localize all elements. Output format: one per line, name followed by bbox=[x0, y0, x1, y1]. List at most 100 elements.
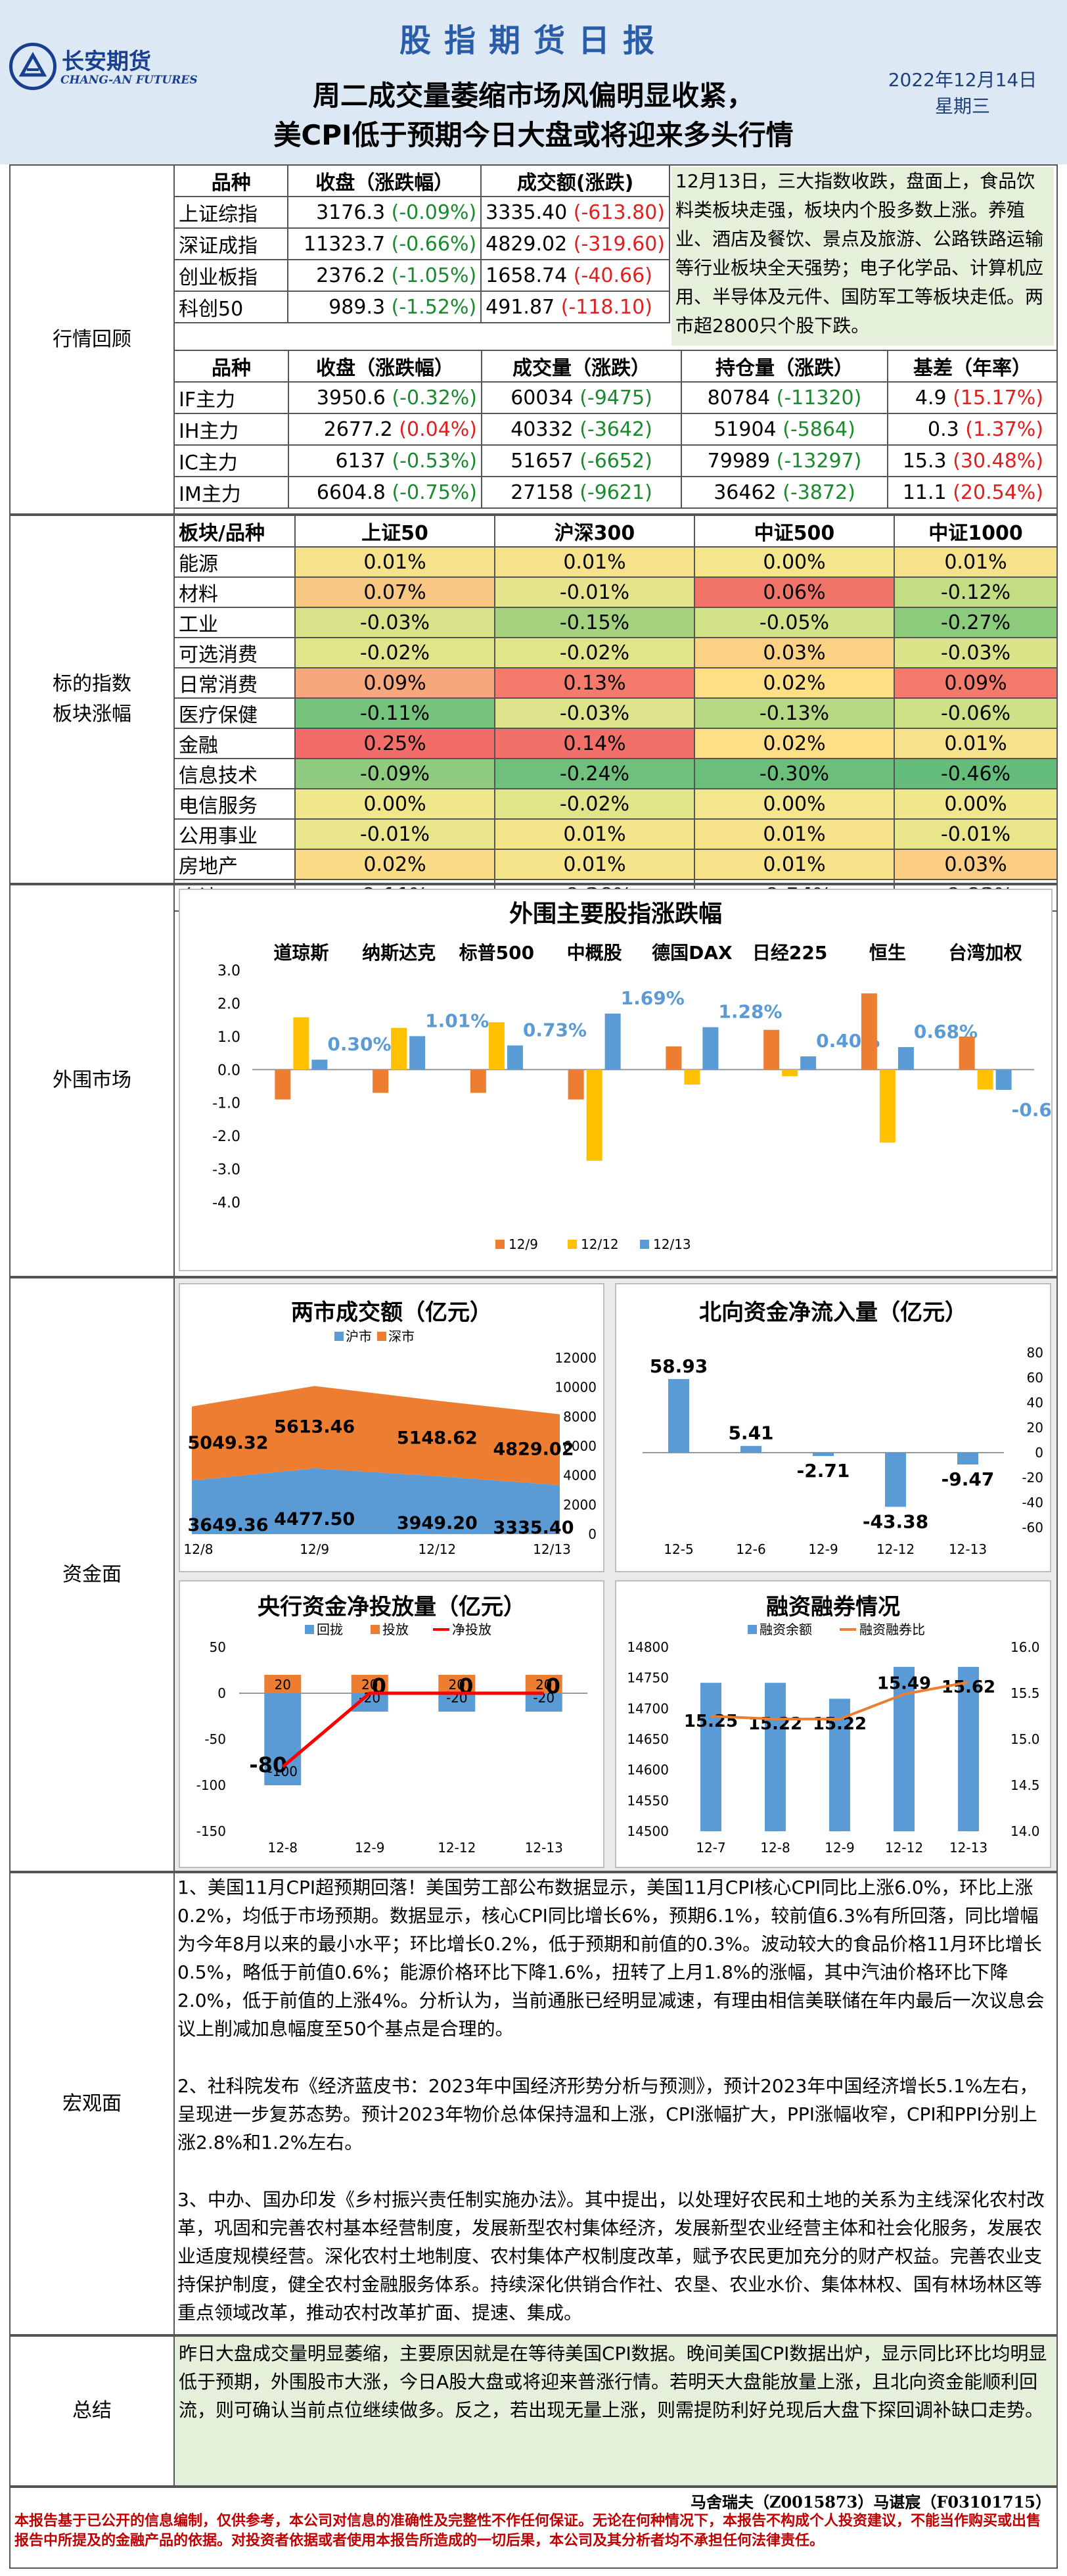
index-name: 深证成指 bbox=[179, 235, 258, 258]
y-tick-label: 14550 bbox=[627, 1792, 669, 1808]
sector-change: 0.00% bbox=[944, 792, 1007, 816]
table-cell: 0.09% bbox=[294, 667, 495, 699]
table-cell: 0.07% bbox=[294, 576, 495, 608]
summary-text: 昨日大盘成交量明显萎缩，主要原因就是在等待美国CPI数据。晚间美国CPI数据出炉… bbox=[175, 2337, 1056, 2485]
table-cell: 科创50 bbox=[173, 291, 289, 323]
col-header: 中证1000 bbox=[894, 515, 1058, 548]
bar bbox=[813, 1453, 834, 1457]
sector-label-line2: 板块涨幅 bbox=[53, 703, 131, 726]
sector-change: 0.09% bbox=[944, 671, 1007, 695]
bar bbox=[959, 1036, 975, 1070]
y-tick-label: 6000 bbox=[563, 1438, 597, 1454]
table-cell: -0.12% bbox=[894, 576, 1058, 608]
table-cell: 60034 (-9475) bbox=[481, 381, 682, 414]
x-tick-label: 12/9 bbox=[300, 1541, 329, 1557]
table-cell: 40332 (-3642) bbox=[481, 413, 682, 446]
index-change: (-1.52%) bbox=[391, 295, 477, 319]
analyst-names: 马舍瑞夫（Z0015873）马谌宸（F03101715） bbox=[690, 2493, 1051, 2512]
bar-inject bbox=[525, 1675, 562, 1693]
table-cell: IC主力 bbox=[173, 444, 289, 477]
table-cell: 0.00% bbox=[694, 546, 895, 578]
inject-label: 20 bbox=[361, 1677, 378, 1693]
futures-close: 6604.8 bbox=[316, 480, 386, 504]
legend-label: 12/13 bbox=[653, 1236, 691, 1252]
sector-change: 0.01% bbox=[944, 550, 1007, 574]
table-cell: 80784 (-11320) bbox=[681, 381, 888, 414]
x-tick-label: 12/13 bbox=[533, 1541, 571, 1557]
table-cell: 0.02% bbox=[294, 849, 495, 880]
table-cell: -0.01% bbox=[294, 818, 495, 850]
bar bbox=[586, 1069, 602, 1161]
macro-paragraph-3: 3、中办、国办印发《乡村振兴责任制实施办法》。其中提出，以处理好农民和土地的关系… bbox=[177, 2189, 1045, 2324]
y-tick-label: 12000 bbox=[555, 1350, 597, 1366]
index-change: (-1.05%) bbox=[391, 264, 477, 287]
col-header: 板块/品种 bbox=[173, 515, 296, 548]
x-tick-label: 12-6 bbox=[736, 1541, 765, 1557]
category-label: 台湾加权 bbox=[949, 942, 1022, 964]
table-cell: IF主力 bbox=[173, 381, 289, 414]
index-name: 科创50 bbox=[179, 298, 244, 321]
index-change: (-0.66%) bbox=[391, 232, 477, 256]
index-amount: 3335.40 bbox=[486, 200, 568, 224]
table-cell: 989.3 (-1.52%) bbox=[287, 291, 482, 323]
futures-basis: 4.9 bbox=[915, 386, 947, 410]
inject-label: 20 bbox=[275, 1677, 291, 1693]
sector-label-line1: 标的指数 bbox=[53, 672, 131, 695]
y-tick-label: 80 bbox=[1027, 1345, 1043, 1361]
sector-change: -0.01% bbox=[559, 580, 630, 604]
legend-swatch bbox=[748, 1625, 757, 1634]
sz-label: 5613.46 bbox=[274, 1417, 355, 1437]
table-cell: -0.15% bbox=[494, 607, 695, 638]
futures-change: (-0.32%) bbox=[392, 386, 477, 410]
futures-oi: 36462 bbox=[714, 480, 777, 504]
index-amount: 1658.74 bbox=[486, 264, 568, 287]
sz-label: 5148.62 bbox=[397, 1428, 478, 1448]
bar bbox=[409, 1036, 426, 1070]
sector-name: 可选消费 bbox=[179, 644, 258, 667]
y-tick-label: 14600 bbox=[627, 1762, 669, 1778]
category-label: 德国DAX bbox=[652, 942, 733, 964]
table-cell: 491.87 (-118.10) bbox=[480, 291, 670, 323]
sector-change: -0.06% bbox=[940, 701, 1011, 725]
x-tick-label: 12-13 bbox=[949, 1840, 988, 1856]
table-cell: 0.06% bbox=[694, 576, 895, 608]
table-row: 可选消费 -0.02% -0.02% 0.03% -0.03% bbox=[173, 637, 1058, 668]
brand-name: 长安期货 bbox=[62, 49, 151, 75]
legend-swatch bbox=[305, 1625, 314, 1634]
data-label: 1.01% bbox=[425, 1010, 489, 1031]
sector-table: 板块/品种 上证50 沪深300 中证500 中证1000 能源 0.01% 0.01% 0.… bbox=[173, 515, 1058, 912]
table-row: 创业板指 2376.2 (-1.05%) 1658.74 (-40.66) bbox=[173, 259, 670, 292]
futures-basis: 15.3 bbox=[902, 449, 947, 473]
area-sz bbox=[192, 1386, 560, 1486]
sector-change: 0.01% bbox=[563, 853, 626, 876]
y-tick-label: 14800 bbox=[627, 1639, 669, 1655]
sector-change: -0.02% bbox=[559, 641, 630, 665]
y-tick-label: 10000 bbox=[555, 1380, 597, 1395]
table-cell: 4829.02 (-319.60) bbox=[480, 227, 670, 260]
table-cell: 可选消费 bbox=[173, 637, 296, 668]
sector-name: 工业 bbox=[179, 613, 218, 636]
table-row: 房地产 0.02% 0.01% 0.01% 0.03% bbox=[173, 849, 1058, 880]
table-cell: 材料 bbox=[173, 576, 296, 608]
table-cell: 0.02% bbox=[694, 667, 895, 699]
table-cell: 创业板指 bbox=[173, 259, 289, 292]
index-name: 上证综指 bbox=[179, 203, 258, 226]
table-cell: 0.13% bbox=[494, 667, 695, 699]
futures-volume: 51657 bbox=[511, 449, 574, 473]
table-cell: 6137 (-0.53%) bbox=[288, 444, 482, 477]
northbound-chart: 北向资金净流入量（亿元） 80 60 40 20 0 -20 -40 -60 58.93 12-5 5… bbox=[643, 1300, 1043, 1557]
table-cell: 0.00% bbox=[694, 788, 895, 820]
futures-close: 6137 bbox=[335, 449, 386, 473]
table-cell: 0.14% bbox=[494, 728, 695, 759]
x-tick-label: 12-9 bbox=[825, 1840, 854, 1856]
index-close: 3176.3 bbox=[316, 200, 386, 224]
index-close: 11323.7 bbox=[304, 232, 386, 256]
bar bbox=[740, 1445, 761, 1453]
legend-label: 融资余额 bbox=[760, 1622, 812, 1637]
sector-change: 0.00% bbox=[763, 792, 826, 816]
legend-label: 融资融券比 bbox=[859, 1622, 925, 1637]
futures-volume: 27158 bbox=[511, 480, 574, 504]
y-tick-label: 8000 bbox=[563, 1409, 597, 1424]
table-cell: 11.1 (20.54%) bbox=[887, 476, 1058, 509]
table-row: IH主力 2677.2 (0.04%) 40332 (-3642) 51904 (-5… bbox=[173, 413, 1058, 446]
